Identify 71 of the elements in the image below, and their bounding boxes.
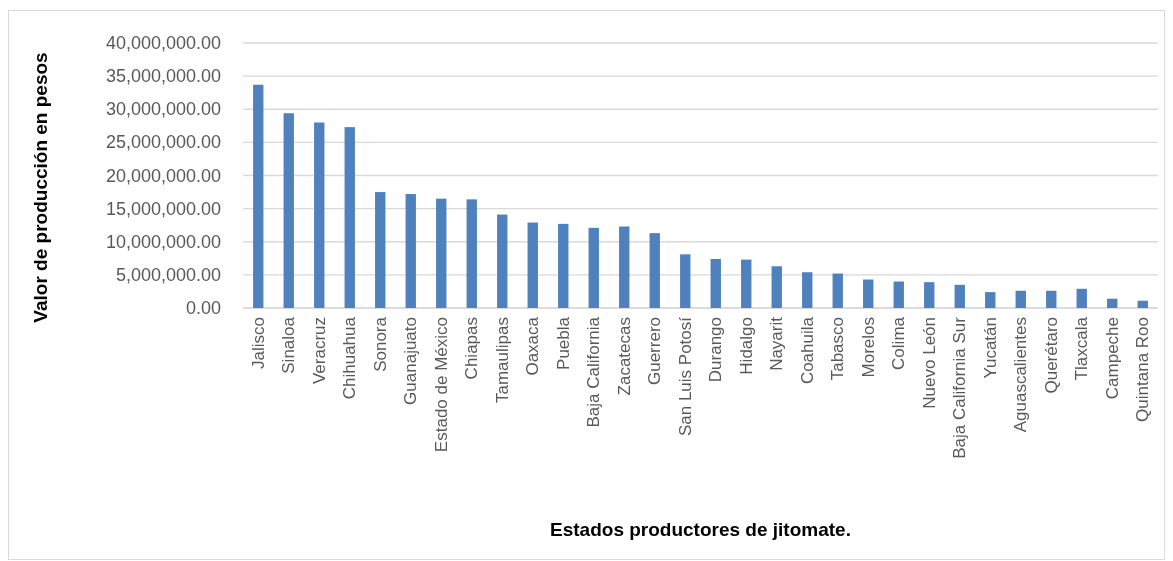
y-tick-label: 20,000,000.00	[105, 165, 221, 186]
bar	[1046, 290, 1057, 308]
bar	[619, 226, 630, 308]
y-tick-label: 35,000,000.00	[105, 66, 221, 87]
bar	[1076, 288, 1087, 308]
bar	[863, 279, 874, 308]
bar	[710, 258, 721, 308]
y-tick-label: 25,000,000.00	[105, 132, 221, 153]
bar	[893, 281, 904, 308]
x-tick-label: Durango	[706, 317, 726, 383]
x-tick-label: Veracruz	[309, 317, 329, 385]
x-tick-label: Sinaloa	[279, 316, 299, 374]
bar	[344, 127, 355, 308]
bar	[1107, 298, 1118, 308]
bar	[375, 192, 386, 308]
x-tick-label: Sonora	[370, 316, 390, 372]
x-tick-label: Yucatán	[980, 317, 1000, 379]
bar	[436, 198, 447, 308]
bar	[466, 199, 477, 308]
bar	[985, 292, 996, 308]
x-tick-label: Baja California Sur	[950, 316, 970, 459]
x-tick-label: Guerrero	[645, 317, 665, 386]
bar	[588, 227, 599, 308]
y-tick-label: 5,000,000.00	[115, 264, 221, 285]
bar	[283, 113, 294, 308]
x-axis-title: Estados productores de jitomate.	[550, 518, 851, 540]
x-tick-label: Chiapas	[462, 317, 482, 380]
bar	[314, 122, 325, 308]
bar	[680, 254, 691, 308]
x-tick-label: Nayarit	[767, 316, 787, 371]
x-tick-label: Puebla	[553, 316, 573, 370]
x-tick-label: Colima	[889, 316, 909, 370]
y-tick-label: 10,000,000.00	[105, 231, 221, 252]
x-tick-label: Oaxaca	[523, 316, 543, 376]
x-tick-label: Tamaulipas	[492, 317, 512, 403]
y-axis-title: Valor de producción en pesos	[29, 52, 51, 323]
x-tick-label: Campeche	[1102, 317, 1122, 400]
bar	[802, 272, 813, 308]
x-tick-label: Zacatecas	[614, 317, 634, 396]
x-tick-label: Chihuahua	[340, 316, 360, 400]
x-tick-label: Tabasco	[828, 317, 848, 381]
y-tick-label: 0.00	[185, 298, 221, 318]
y-tick-label: 30,000,000.00	[105, 99, 221, 120]
bar	[405, 194, 416, 308]
y-tick-label: 15,000,000.00	[105, 198, 221, 219]
bar	[497, 214, 508, 308]
bar	[558, 223, 569, 308]
bar	[741, 259, 752, 308]
x-tick-label: Tlaxcala	[1072, 316, 1092, 381]
y-tick-label: 40,000,000.00	[105, 33, 221, 53]
x-tick-label: Morelos	[858, 317, 878, 378]
x-tick-label: Aguascalientes	[1011, 317, 1031, 433]
bar	[1015, 290, 1026, 308]
x-tick-label: Nuevo León	[919, 317, 939, 409]
x-tick-label: Guanajuato	[401, 317, 421, 405]
bar	[954, 284, 965, 308]
x-tick-label: Jalisco	[248, 317, 268, 369]
x-tick-label: San Luis Potosí	[675, 316, 695, 437]
bar	[1137, 300, 1148, 308]
bar	[253, 84, 264, 308]
bar	[527, 222, 538, 308]
x-tick-label: Baja California	[584, 316, 604, 428]
bar	[924, 282, 935, 308]
x-tick-label: Coahuila	[797, 316, 817, 385]
x-tick-label: Quintana Roo	[1133, 317, 1153, 422]
x-tick-label: Hidalgo	[736, 317, 756, 375]
x-tick-label: Estado de México	[431, 317, 451, 453]
x-tick-label: Querétaro	[1041, 317, 1061, 394]
bar	[771, 266, 782, 308]
bar	[649, 233, 660, 308]
bar	[832, 273, 843, 308]
